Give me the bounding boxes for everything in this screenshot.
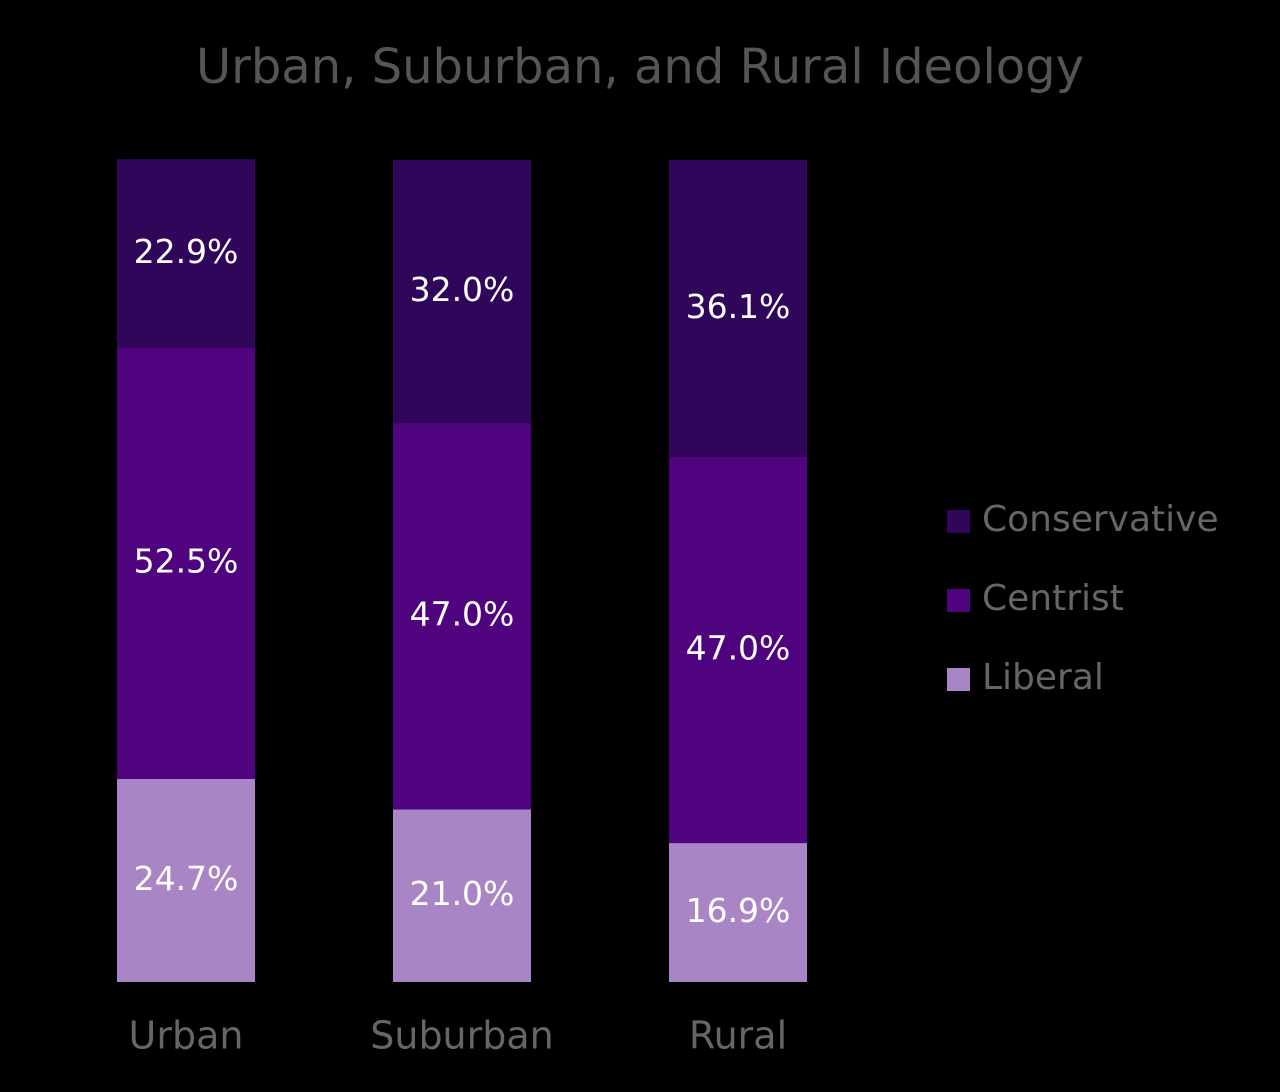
- value-label: 47.0%: [410, 595, 515, 634]
- bar-segment: [117, 778, 255, 982]
- x-tick-label: Rural: [689, 1014, 787, 1058]
- value-label: 22.9%: [134, 232, 239, 271]
- chart-title: Urban, Suburban, and Rural Ideology: [196, 39, 1084, 95]
- bar-segment: [117, 159, 255, 348]
- value-label: 47.0%: [686, 628, 791, 667]
- bar-segment: [393, 160, 531, 424]
- bar-segment: [117, 347, 255, 779]
- legend-label: Liberal: [982, 657, 1104, 698]
- bar-segment: [669, 160, 807, 457]
- legend-swatch: [947, 589, 970, 612]
- legend-swatch: [947, 510, 970, 533]
- value-label: 36.1%: [686, 287, 791, 326]
- bar-segment: [393, 423, 531, 810]
- x-tick-label: Suburban: [370, 1014, 554, 1058]
- value-label: 52.5%: [134, 542, 239, 581]
- x-tick-label: Urban: [129, 1014, 244, 1058]
- value-label: 24.7%: [134, 859, 239, 898]
- legend-label: Conservative: [982, 499, 1219, 540]
- legend-label: Centrist: [982, 578, 1124, 619]
- value-label: 21.0%: [410, 874, 515, 913]
- value-label: 32.0%: [410, 270, 515, 309]
- bar-segment: [669, 843, 807, 982]
- bar-segment: [669, 456, 807, 844]
- legend-swatch: [947, 668, 970, 691]
- bar-segment: [393, 809, 531, 982]
- value-label: 16.9%: [686, 891, 791, 930]
